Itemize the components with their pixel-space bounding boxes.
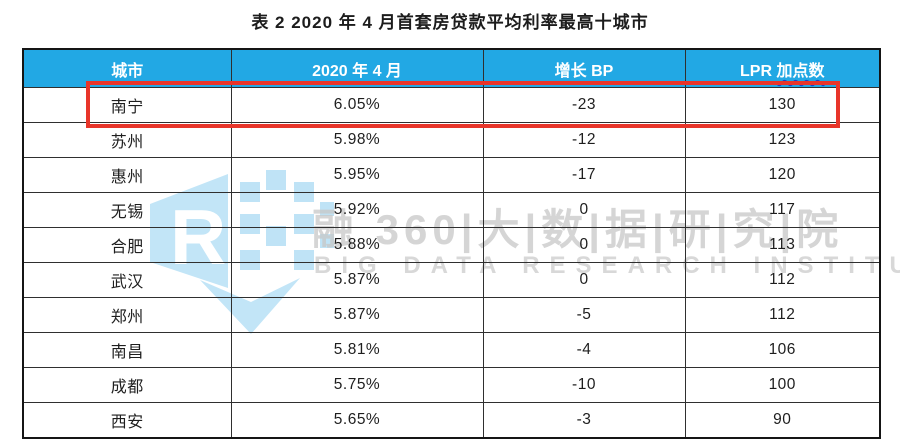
cell-city: 惠州 bbox=[22, 157, 232, 193]
cell-city: 苏州 bbox=[22, 122, 232, 158]
col-header-april-2020: 2020 年 4 月 bbox=[230, 48, 484, 88]
cell-city: 无锡 bbox=[22, 192, 232, 228]
cell-lpr: 106 bbox=[684, 332, 881, 368]
cell-bp: -17 bbox=[482, 157, 686, 193]
table-row-chengdu: 成都 5.75% -10 100 bbox=[22, 367, 881, 403]
col-header-growth-bp: 增长 BP bbox=[482, 48, 686, 88]
cell-rate: 5.88% bbox=[230, 227, 484, 263]
cell-rate: 5.81% bbox=[230, 332, 484, 368]
page-title: 表 2 2020 年 4 月首套房贷款平均利率最高十城市 bbox=[251, 13, 649, 32]
cell-lpr: 100 bbox=[684, 367, 881, 403]
cell-bp: -23 bbox=[482, 87, 686, 123]
col-header-lpr-points: LPR 加点数 bbox=[684, 48, 881, 88]
cell-city: 武汉 bbox=[22, 262, 232, 298]
table-row-nanchang: 南昌 5.81% -4 106 bbox=[22, 332, 881, 368]
cell-rate: 5.65% bbox=[230, 402, 484, 439]
cell-lpr: 112 bbox=[684, 297, 881, 333]
table-row-nanning: 南宁 6.05% -23 130 bbox=[22, 87, 881, 123]
table-row-suzhou: 苏州 5.98% -12 123 bbox=[22, 122, 881, 158]
lpr-label-underlined: 加点数 bbox=[776, 62, 825, 80]
cell-bp: -12 bbox=[482, 122, 686, 158]
cell-bp: 0 bbox=[482, 262, 686, 298]
cell-rate: 5.92% bbox=[230, 192, 484, 228]
table-row-wuxi: 无锡 5.92% 0 117 bbox=[22, 192, 881, 228]
cell-lpr: 90 bbox=[684, 402, 881, 439]
cell-lpr: 117 bbox=[684, 192, 881, 228]
table-row-huizhou: 惠州 5.95% -17 120 bbox=[22, 157, 881, 193]
cell-bp: -10 bbox=[482, 367, 686, 403]
cell-lpr: 112 bbox=[684, 262, 881, 298]
col-header-city: 城市 bbox=[22, 48, 232, 88]
cell-city: 西安 bbox=[22, 402, 232, 439]
cell-rate: 5.95% bbox=[230, 157, 484, 193]
cell-bp: -4 bbox=[482, 332, 686, 368]
cell-bp: -3 bbox=[482, 402, 686, 439]
cell-city: 合肥 bbox=[22, 227, 232, 263]
cell-lpr: 123 bbox=[684, 122, 881, 158]
cell-rate: 5.87% bbox=[230, 262, 484, 298]
cell-bp: 0 bbox=[482, 192, 686, 228]
cell-rate: 5.98% bbox=[230, 122, 484, 158]
cell-city: 南昌 bbox=[22, 332, 232, 368]
cell-city: 南宁 bbox=[22, 87, 232, 123]
cell-lpr: 113 bbox=[684, 227, 881, 263]
table-row-wuhan: 武汉 5.87% 0 112 bbox=[22, 262, 881, 298]
cell-bp: -5 bbox=[482, 297, 686, 333]
header-row: 城市 2020 年 4 月 增长 BP LPR 加点数 bbox=[22, 48, 881, 88]
cell-city: 成都 bbox=[22, 367, 232, 403]
table-row-xian: 西安 5.65% -3 90 bbox=[22, 402, 881, 439]
lpr-label: LPR bbox=[740, 62, 777, 80]
cell-lpr: 130 bbox=[684, 87, 881, 123]
cell-rate: 5.87% bbox=[230, 297, 484, 333]
cell-bp: 0 bbox=[482, 227, 686, 263]
table-row-hefei: 合肥 5.88% 0 113 bbox=[22, 227, 881, 263]
cell-rate: 5.75% bbox=[230, 367, 484, 403]
rates-table-container: 城市 2020 年 4 月 增长 BP LPR 加点数 南宁 6.05% -23… bbox=[22, 48, 881, 439]
table-row-zhengzhou: 郑州 5.87% -5 112 bbox=[22, 297, 881, 333]
cell-rate: 6.05% bbox=[230, 87, 484, 123]
rates-table: 城市 2020 年 4 月 增长 BP LPR 加点数 南宁 6.05% -23… bbox=[22, 48, 881, 439]
cell-lpr: 120 bbox=[684, 157, 881, 193]
cell-city: 郑州 bbox=[22, 297, 232, 333]
